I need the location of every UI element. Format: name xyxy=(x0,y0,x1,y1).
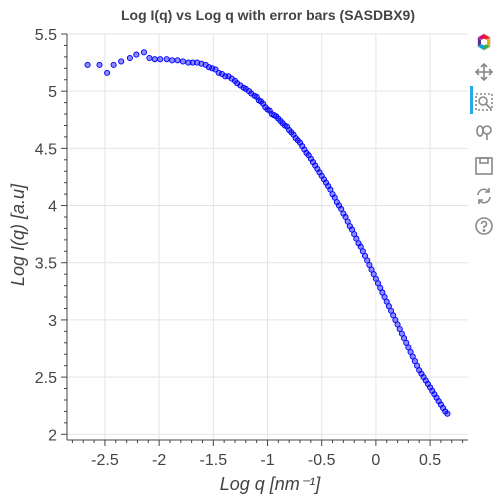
pan-icon[interactable] xyxy=(470,58,498,86)
data-point xyxy=(152,57,157,62)
bokeh-logo-icon xyxy=(470,28,498,56)
data-point xyxy=(141,50,146,55)
box-zoom-icon[interactable] xyxy=(470,88,498,116)
help-icon[interactable] xyxy=(470,212,498,240)
chart-title: Log I(q) vs Log q with error bars (SASDB… xyxy=(121,7,415,23)
x-tick-label: 0.5 xyxy=(419,452,441,469)
y-tick-label: 3 xyxy=(48,313,57,330)
y-tick-label: 4.5 xyxy=(35,141,57,158)
data-point xyxy=(127,55,132,60)
data-point xyxy=(119,59,124,64)
data-point xyxy=(111,62,116,67)
grid xyxy=(67,34,468,440)
y-tick-label: 2.5 xyxy=(35,370,57,387)
data-point xyxy=(180,59,185,64)
data-point xyxy=(170,58,175,63)
y-tick-label: 3.5 xyxy=(35,256,57,273)
y-tick-label: 5 xyxy=(48,84,57,101)
x-tick-label: -2.5 xyxy=(91,452,119,469)
x-tick-label: 0 xyxy=(371,452,380,469)
data-point xyxy=(85,62,90,67)
data-point xyxy=(164,57,169,62)
y-tick-label: 5.5 xyxy=(35,27,57,44)
data-point xyxy=(134,52,139,57)
x-tick-label: -1.5 xyxy=(200,452,228,469)
data-point xyxy=(97,62,102,67)
data-point xyxy=(147,55,152,60)
x-tick-label: -1 xyxy=(260,452,274,469)
data-point xyxy=(158,57,163,62)
y-axis-label: Log I(q) [a.u] xyxy=(8,183,28,286)
wheel-zoom-icon[interactable] xyxy=(470,118,498,146)
x-tick-label: -0.5 xyxy=(308,452,336,469)
x-tick-label: -2 xyxy=(152,452,166,469)
y-tick-label: 2 xyxy=(48,427,57,444)
data-point xyxy=(445,411,450,416)
reset-icon[interactable] xyxy=(470,182,498,210)
save-icon[interactable] xyxy=(470,152,498,180)
y-tick-label: 4 xyxy=(48,199,57,216)
data-point xyxy=(175,58,180,63)
x-axis-label: Log q [nm⁻¹] xyxy=(220,474,322,494)
data-point xyxy=(105,70,110,75)
